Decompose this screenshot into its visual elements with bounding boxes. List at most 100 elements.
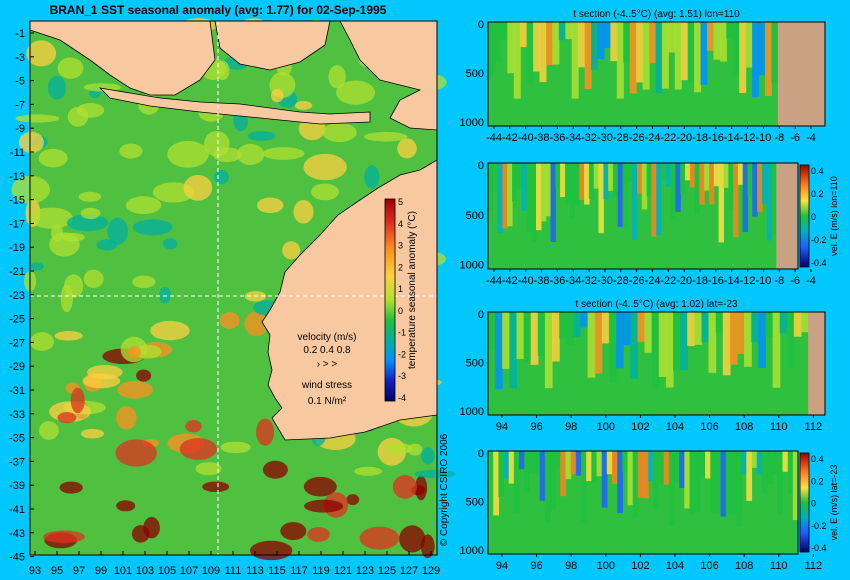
panel-x-tick-label: -34 [565,275,581,287]
section-column [555,451,561,468]
panel-frame [487,450,799,555]
colorbar-tick-label: -2 [398,349,406,359]
section-column [492,163,499,192]
section-column [751,451,758,468]
section-column [715,451,722,513]
anomaly-blob [195,462,222,476]
section-column [642,22,650,90]
section-column [629,22,637,94]
section-column [488,163,494,210]
section-column [694,22,702,93]
anomaly-blob [179,438,217,460]
panel-x-tick-label: -12 [740,132,756,144]
panel-y-tick-label: 500 [466,68,484,80]
section-column [578,22,586,68]
section-column [584,163,590,205]
section-column [507,163,513,227]
anomaly-blob [132,219,173,236]
section-column [674,22,682,90]
panel-y-tick-label: 0 [478,160,484,172]
map-x-tick-label: 97 [73,565,85,577]
section-column [612,163,619,198]
section-column [591,22,598,70]
velocity-colorbar-tick: 0 [811,499,816,509]
section-column [772,312,781,388]
section-column [725,451,732,515]
panel-x-tick-label: 110 [770,560,788,572]
section-column [689,451,696,516]
section-column [488,451,494,481]
panel-title: t section (-4..5°C) (avg: 1.02) lat=-23 [575,299,738,310]
panel-x-tick-label: -34 [565,132,581,144]
section-panel-1: t section (-4..5°C) (avg: 1.51) lon=110 0… [460,9,826,144]
panel-x-tick-label: -4 [806,132,816,144]
anomaly-blob [26,40,57,67]
section-column [612,451,618,485]
section-column [720,451,727,517]
anomaly-blob [59,481,83,494]
section-column [761,163,768,204]
anomaly-blob [322,122,357,143]
section-column [537,312,546,356]
anomaly-blob [43,530,85,544]
velocity-colorbar-tick: -0.4 [811,543,827,553]
section-column [729,312,738,365]
section-column [552,312,560,362]
colorbar-ramp [384,198,396,402]
panel-y-tick-label: 0 [478,309,484,321]
section-column [498,451,505,497]
section-column [675,163,681,212]
section-column [777,451,784,515]
section-column [713,163,720,187]
section-column [746,451,753,501]
section-column [661,22,669,89]
section-column [665,312,674,388]
panel-x-tick-label: -38 [534,132,550,144]
section-column [709,163,715,205]
map-title: BRAN_1 SST seasonal anomaly (avg: 1.77) … [50,3,387,17]
map-x-tick-label: 93 [29,565,41,577]
panel-x-tick-label: -24 [645,275,661,287]
land-sumatra-java [29,20,216,96]
section-column [653,451,660,509]
map-y-tick-label: -27 [9,337,25,349]
section-column [630,312,638,379]
anomaly-blob [303,153,347,181]
section-column [668,451,675,527]
colorbar-tick-label: 0 [398,306,403,316]
anomaly-blob [185,420,202,433]
panel-x-tick-label: -6 [790,132,800,144]
anomaly-blob [204,131,230,157]
section-column [663,451,670,485]
section-column [627,451,634,506]
panel-x-tick-label: -32 [581,132,597,144]
section-column [558,22,566,41]
panel-x-tick-label: 112 [805,421,823,433]
anomaly-blob [364,165,380,189]
section-column [765,312,774,337]
section-panels: t section (-4..5°C) (avg: 1.51) lon=110 0… [460,9,839,572]
section-column [523,312,532,362]
section-column [493,451,499,516]
panel-x-tick-label: -26 [629,275,645,287]
velocity-colorbar-label: vel. E (m/s) lat=-23 [829,465,839,541]
anomaly-blob [244,311,269,337]
panel-x-tick-label: 106 [700,421,718,433]
section-column [488,312,496,350]
section-column [502,312,510,369]
panel-x-tick-label: 104 [666,560,684,572]
section-column [747,163,753,197]
panel-x-tick-label: -36 [549,275,565,287]
panel-x-tick-label: 108 [735,421,753,433]
section-column [575,451,582,476]
section-column [687,312,695,347]
section-column [718,163,724,243]
section-column [787,451,794,495]
section-column [661,163,667,180]
section-column [644,312,653,353]
section-column [610,22,618,62]
section-column [516,312,525,359]
panel-x-tick-label: 102 [631,421,649,433]
anomaly-blob [83,83,122,92]
panel-x-tick-label: -10 [755,132,771,144]
